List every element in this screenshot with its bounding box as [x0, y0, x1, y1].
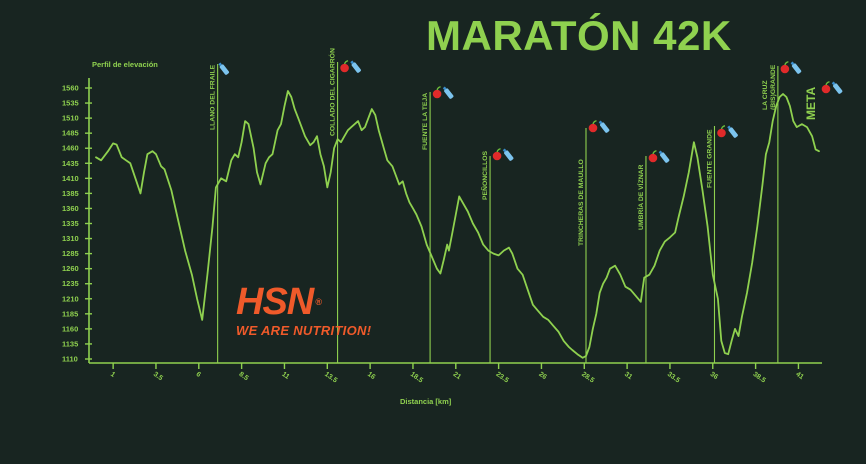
x-tick-label: 21: [452, 371, 462, 381]
y-tick-label: 1160: [62, 324, 78, 333]
waypoint-label: TRINCHERAS DE MAULLO: [578, 159, 585, 246]
x-tick-label: 11: [280, 371, 290, 381]
x-tick-label: 23.5: [494, 371, 509, 385]
apple-icon: [780, 64, 790, 74]
x-axis-label: Distancia [km]: [400, 397, 452, 406]
y-tick-label: 1360: [62, 204, 79, 213]
y-tick-label: 1335: [62, 219, 79, 228]
bottle-cap: [350, 60, 354, 65]
x-tick-label: 31: [623, 371, 633, 381]
apple-icon: [432, 89, 442, 99]
leaf-icon: [343, 60, 349, 65]
water-bottle-icon: [350, 60, 361, 73]
x-tick-label: 3.5: [152, 371, 164, 382]
bottle-body: [504, 150, 514, 161]
y-tick-label: 1210: [62, 294, 79, 303]
y-tick-label: 1285: [62, 249, 79, 258]
registered-mark-icon: ®: [315, 297, 322, 307]
x-tick-label: 1: [109, 371, 116, 379]
x-tick-label: 41: [794, 371, 804, 381]
bottle-cap: [790, 61, 795, 66]
waypoint-label: LLANO DEL FRAILE: [210, 64, 217, 130]
x-tick-label: 36: [709, 371, 719, 381]
apple-icon: [492, 151, 502, 161]
water-bottle-icon: [658, 150, 670, 163]
elevation-line: [95, 90, 820, 359]
leaf-icon: [436, 86, 441, 91]
waypoint-label: FUENTE LA TEJA: [422, 93, 429, 150]
bottle-cap: [658, 150, 663, 155]
waypoint-label: FUENTE GRANDE: [706, 129, 713, 188]
bottle-body: [600, 122, 610, 133]
brand-logo: HSN ® WE ARE NUTRITION!: [236, 283, 396, 338]
bottle-body: [659, 152, 670, 163]
leaf-icon: [652, 150, 657, 155]
leaf-icon: [825, 81, 830, 86]
x-tick-label: 38.5: [751, 371, 766, 385]
x-tick-label: 33.5: [666, 371, 681, 385]
bottle-cap: [727, 125, 731, 130]
y-axis-label: Perfil de elevación: [92, 60, 158, 69]
finish-label: META: [804, 87, 818, 120]
bottle-body: [351, 62, 361, 73]
y-tick-label: 1135: [62, 339, 78, 348]
y-tick-label: 1535: [62, 99, 79, 108]
y-tick-label: 1410: [62, 174, 79, 183]
brand-name: HSN: [236, 281, 314, 323]
bottle-body: [791, 63, 802, 74]
bottle-cap: [598, 120, 603, 125]
y-tick-label: 1485: [62, 129, 79, 138]
water-bottle-icon: [727, 125, 738, 138]
bottle-body: [728, 127, 738, 138]
brand-tagline: WE ARE NUTRITION!: [236, 323, 372, 338]
y-tick-label: 1510: [62, 114, 79, 123]
apple-icon: [588, 123, 598, 133]
y-tick-label: 1460: [62, 144, 79, 153]
bottle-cap: [831, 81, 836, 86]
water-bottle-icon: [502, 148, 514, 161]
y-tick-label: 1560: [62, 84, 79, 93]
bottle-body: [444, 88, 454, 99]
x-tick-label: 26: [537, 371, 547, 381]
y-tick-label: 1235: [62, 279, 79, 288]
x-tick-label: 18.5: [409, 371, 424, 385]
waypoint-label: LA CRUZ: [762, 80, 769, 110]
apple-icon: [340, 63, 349, 73]
bottle-cap: [442, 86, 447, 91]
y-tick-label: 1385: [62, 189, 79, 198]
apple-icon: [821, 84, 831, 94]
bottle-cap: [502, 148, 507, 153]
race-title: MARATÓN 42K: [426, 12, 732, 59]
y-tick-label: 1185: [62, 309, 78, 318]
waypoint-label: COLLADO DEL CIGARRÓN: [328, 48, 337, 136]
waypoint-label: UMBRÍA DE VÍZNAR: [636, 164, 645, 230]
water-bottle-icon: [831, 81, 843, 94]
water-bottle-icon: [218, 62, 230, 75]
bottle-body: [833, 83, 843, 94]
apple-icon: [717, 128, 726, 138]
y-tick-label: 1260: [62, 264, 79, 273]
x-tick-label: 13.5: [323, 371, 338, 385]
y-tick-label: 1435: [62, 159, 79, 168]
x-tick-label: 28.5: [580, 371, 595, 385]
leaf-icon: [592, 120, 597, 125]
leaf-icon: [784, 61, 789, 66]
water-bottle-icon: [598, 120, 610, 133]
bottle-cap: [218, 62, 222, 67]
water-bottle-icon: [442, 86, 454, 99]
apple-icon: [648, 153, 658, 163]
x-tick-label: 6: [195, 371, 202, 379]
waypoint-label: PEÑONCILLOS: [480, 150, 489, 200]
water-bottle-icon: [790, 61, 802, 74]
x-tick-label: 8.5: [237, 371, 249, 382]
y-tick-label: 1110: [62, 355, 78, 364]
x-tick-label: 16: [366, 371, 376, 381]
y-tick-label: 1310: [62, 234, 79, 243]
leaf-icon: [720, 125, 726, 130]
bottle-body: [219, 64, 230, 75]
leaf-icon: [496, 148, 501, 153]
waypoint-label: (BIS)GRANDE: [770, 64, 777, 110]
